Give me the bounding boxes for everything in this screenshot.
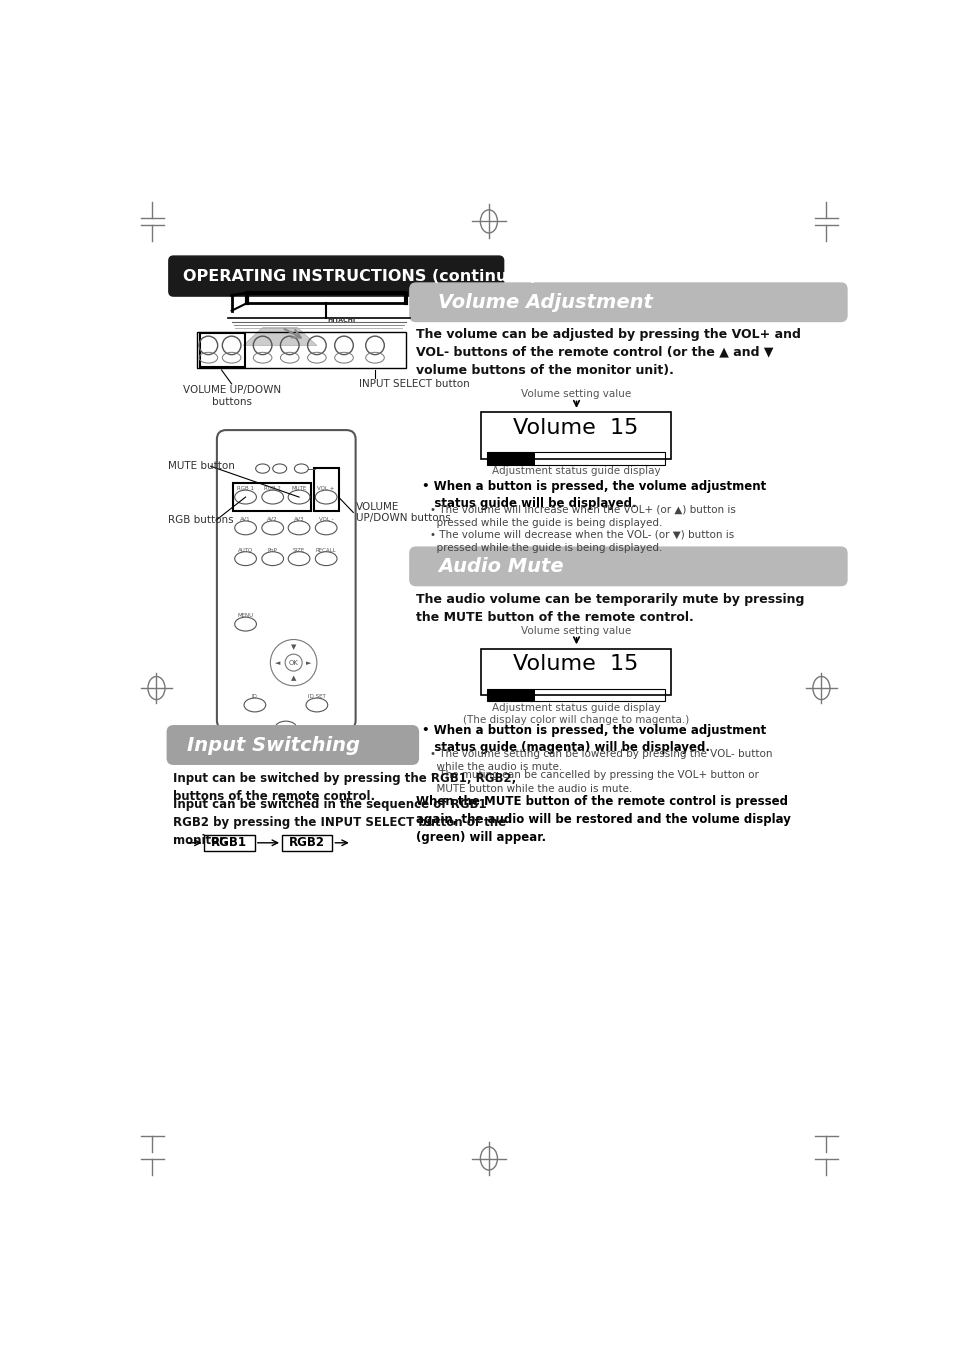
Text: Volume setting value: Volume setting value: [521, 626, 631, 636]
Bar: [233, 484, 311, 511]
FancyBboxPatch shape: [410, 282, 846, 322]
Text: AUTO: AUTO: [237, 549, 253, 553]
Text: The audio volume can be temporarily mute by pressing
the MUTE button of the remo: The audio volume can be temporarily mute…: [416, 593, 803, 624]
Bar: [480, 648, 670, 694]
Text: VOLUME UP/DOWN
buttons: VOLUME UP/DOWN buttons: [182, 385, 280, 407]
Text: Input can be switched in the sequence of RGB1
RGB2 by pressing the INPUT SELECT : Input can be switched in the sequence of…: [173, 798, 506, 847]
Text: The volume can be adjusted by pressing the VOL+ and
VOL- buttons of the remote c: The volume can be adjusted by pressing t…: [416, 328, 801, 377]
Text: Audio Mute: Audio Mute: [437, 557, 563, 576]
Text: Volume  15: Volume 15: [513, 417, 638, 438]
Text: OK: OK: [289, 659, 298, 666]
Text: • The volume will increase when the VOL+ (or ▲) button is
  pressed while the gu: • The volume will increase when the VOL+…: [430, 505, 735, 528]
Text: RGB2: RGB2: [289, 836, 324, 850]
Text: Input can be switched by pressing the RGB1, RGB2,
buttons of the remote control.: Input can be switched by pressing the RG…: [173, 771, 517, 802]
Text: RGB buttons: RGB buttons: [168, 515, 233, 526]
Text: Volume  15: Volume 15: [513, 654, 638, 674]
Bar: [487, 453, 664, 465]
Text: MENU: MENU: [237, 613, 253, 619]
Text: VOLUME
UP/DOWN buttons: VOLUME UP/DOWN buttons: [355, 501, 450, 523]
Text: • When a button is pressed, the volume adjustment
   status guide will be displa: • When a button is pressed, the volume a…: [422, 480, 765, 511]
Text: Volume Adjustment: Volume Adjustment: [437, 293, 652, 312]
Text: ◄: ◄: [275, 659, 280, 666]
Text: ID: ID: [252, 694, 257, 700]
Bar: [204, 835, 254, 851]
Text: • When a button is pressed, the volume adjustment
   status guide (magenta) will: • When a button is pressed, the volume a…: [422, 724, 765, 754]
Text: ID SET: ID SET: [308, 694, 325, 700]
Text: Volume setting value: Volume setting value: [521, 389, 631, 400]
FancyBboxPatch shape: [410, 547, 846, 585]
Text: AV3: AV3: [294, 517, 304, 521]
FancyBboxPatch shape: [167, 725, 418, 765]
Text: AV1: AV1: [240, 517, 251, 521]
Text: Input Switching: Input Switching: [187, 735, 360, 754]
Text: VOL +: VOL +: [317, 486, 335, 492]
Bar: [282, 835, 332, 851]
Text: • The muting can be cancelled by pressing the VOL+ button or
  MUTE button while: • The muting can be cancelled by pressin…: [430, 770, 758, 793]
Text: RGB1: RGB1: [211, 836, 247, 850]
Text: OPERATING INSTRUCTIONS (continued): OPERATING INSTRUCTIONS (continued): [183, 269, 537, 284]
Text: ►: ►: [306, 659, 312, 666]
Text: HITACHI: HITACHI: [327, 319, 355, 323]
Text: SIZE: SIZE: [293, 549, 305, 553]
Text: RGB 1: RGB 1: [237, 486, 253, 492]
Text: MUTE button: MUTE button: [168, 461, 234, 471]
Bar: [480, 412, 670, 458]
Text: • The volume setting can be lowered by pressing the VOL- button
  while the audi: • The volume setting can be lowered by p…: [430, 748, 772, 771]
Text: ▼: ▼: [291, 644, 296, 650]
Text: Adjustment status guide display: Adjustment status guide display: [492, 466, 660, 477]
Bar: [199, 334, 245, 367]
FancyBboxPatch shape: [216, 430, 355, 730]
Polygon shape: [243, 328, 316, 346]
Text: PnP: PnP: [268, 549, 277, 553]
Text: RGB 2: RGB 2: [264, 486, 281, 492]
Text: Adjustment status guide display
(The display color will change to magenta.): Adjustment status guide display (The dis…: [463, 703, 689, 725]
Bar: [314, 467, 338, 511]
Text: INPUT SELECT button: INPUT SELECT button: [359, 380, 470, 389]
Text: RECALL: RECALL: [315, 549, 336, 553]
Bar: [487, 689, 535, 701]
Bar: [487, 689, 664, 701]
Text: AV2: AV2: [267, 517, 277, 521]
Text: When the MUTE button of the remote control is pressed
again, the audio will be r: When the MUTE button of the remote contr…: [416, 794, 790, 844]
Text: MUTE: MUTE: [291, 486, 306, 492]
Bar: [196, 331, 406, 369]
Text: • The volume will decrease when the VOL- (or ▼) button is
  pressed while the gu: • The volume will decrease when the VOL-…: [430, 530, 734, 553]
Text: VOL -: VOL -: [318, 517, 334, 521]
Bar: [487, 453, 535, 465]
FancyBboxPatch shape: [169, 257, 503, 296]
Text: ▲: ▲: [291, 676, 296, 681]
